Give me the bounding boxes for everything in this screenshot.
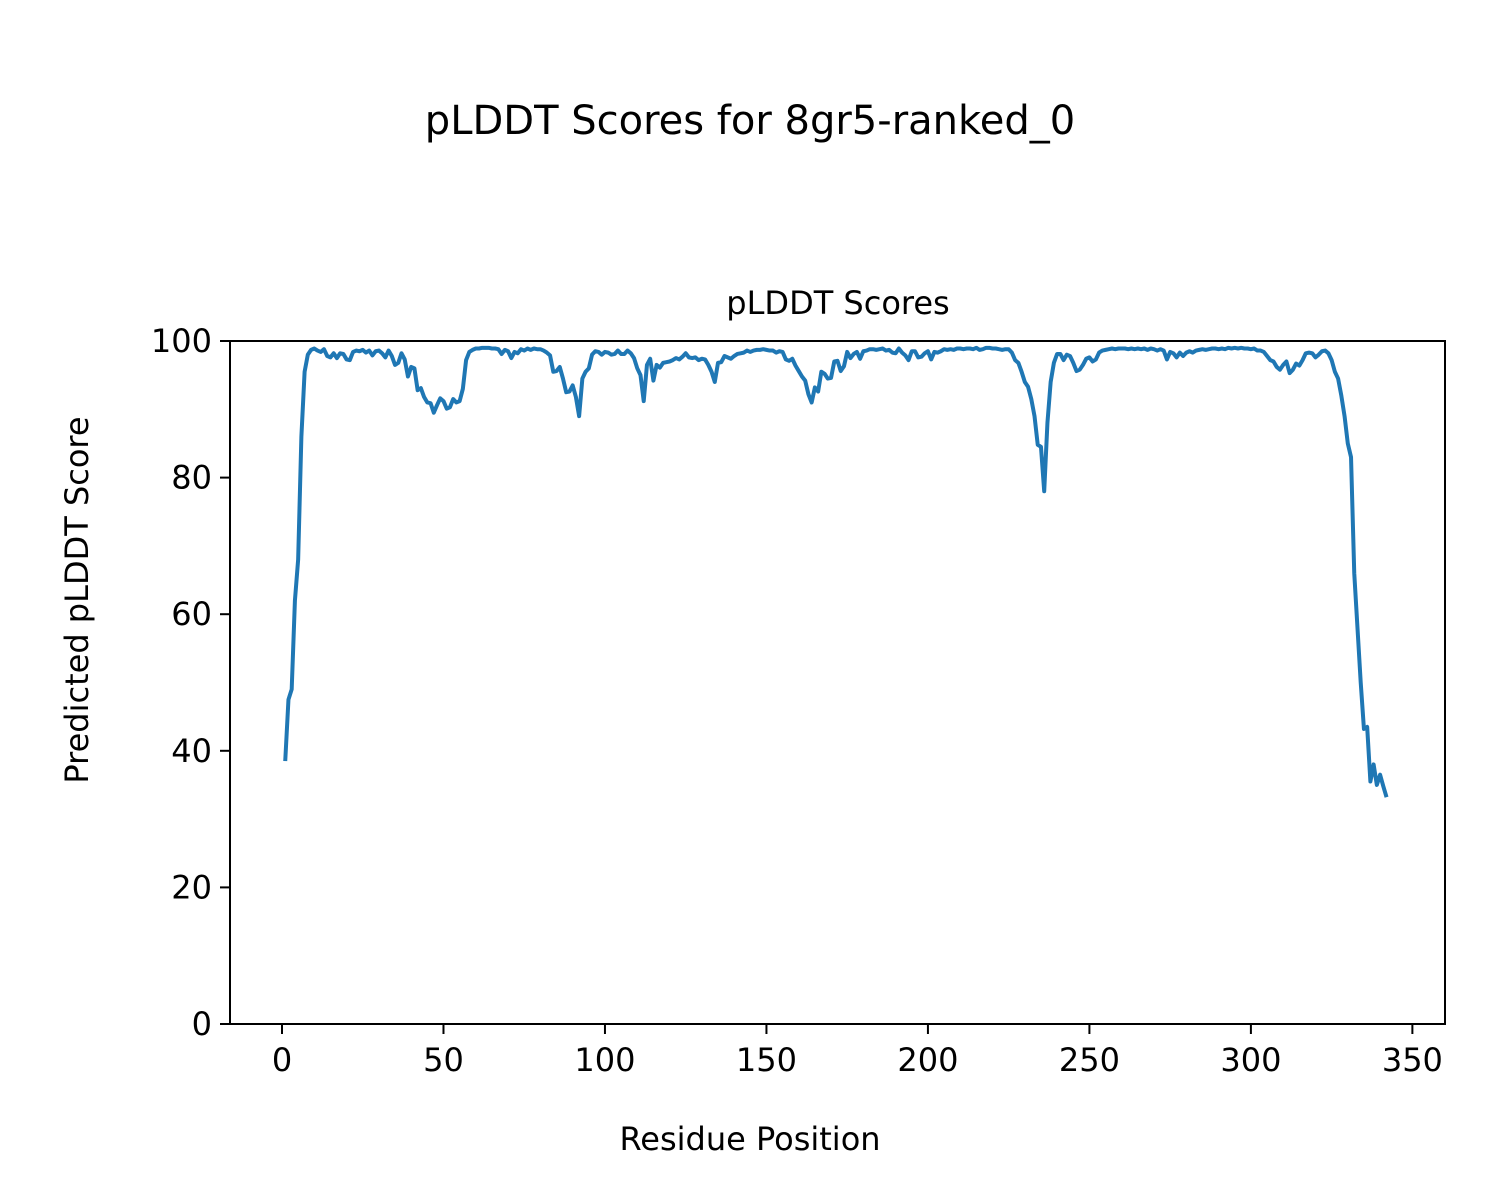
- x-tick-label-0: 0: [272, 1041, 292, 1079]
- axes-frame: [229, 340, 1446, 1025]
- x-tick-label-250: 250: [1059, 1041, 1120, 1079]
- x-tick-label-100: 100: [574, 1041, 635, 1079]
- y-tick-label-60: 60: [171, 595, 212, 633]
- y-tick-label-100: 100: [151, 322, 212, 360]
- x-tick-label-150: 150: [736, 1041, 797, 1079]
- y-tick-label-0: 0: [192, 1005, 212, 1043]
- x-axis-label: Residue Position: [619, 1120, 880, 1158]
- figure-suptitle: pLDDT Scores for 8gr5-ranked_0: [425, 98, 1075, 144]
- y-tick-label-40: 40: [171, 732, 212, 770]
- y-axis-label: Predicted pLDDT Score: [58, 416, 96, 783]
- axes-title: pLDDT Scores: [726, 284, 949, 322]
- x-tick-label-50: 50: [423, 1041, 464, 1079]
- plot-area: 0 50 100 150 200 250 300 350 0 20 40 60 80 100: [151, 322, 1446, 1079]
- x-tick-label-200: 200: [897, 1041, 958, 1079]
- series-line-0: [283, 345, 1389, 798]
- x-tick-label-350: 350: [1382, 1041, 1443, 1079]
- x-tick-label-300: 300: [1220, 1041, 1281, 1079]
- y-tick-label-80: 80: [171, 459, 212, 497]
- y-tick-label-20: 20: [171, 868, 212, 906]
